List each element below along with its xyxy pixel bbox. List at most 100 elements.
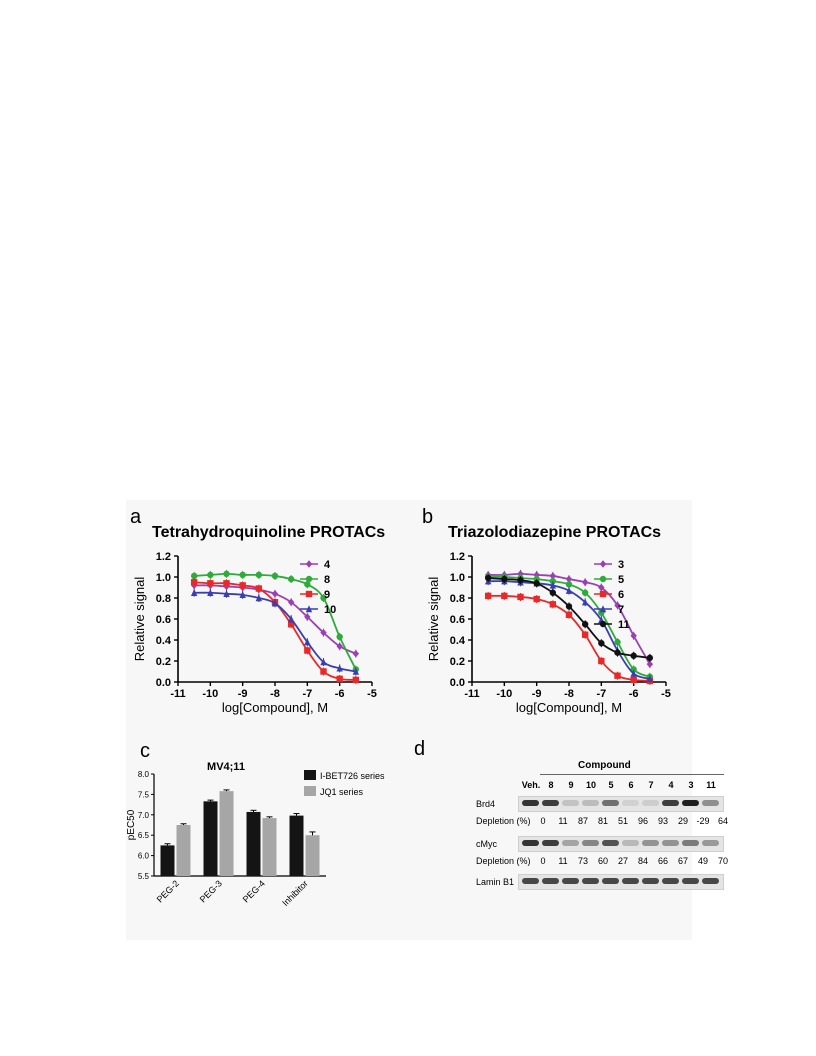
series-9-point [336,675,343,683]
depletion-value: 70 [717,856,728,866]
series-6-point [533,595,540,603]
series-11-point [646,654,654,662]
x-tick-label: -9 [238,688,248,700]
x-tick-label: -8 [270,688,280,700]
y-tick-label: 0.0 [156,677,171,689]
y-tick-label: 7.5 [138,790,150,799]
y-axis-label: Relative signal [426,577,441,662]
y-tick-label: 6.0 [138,852,150,861]
y-tick-label: 1.0 [450,572,465,584]
y-tick-label: 5.5 [138,872,150,881]
depletion-label: Depletion (%) [476,856,531,866]
depletion-value: 29 [677,816,688,826]
series-7-point [581,598,589,606]
series-5-point [614,638,621,646]
y-tick-label: 6.5 [138,831,150,840]
lane-label: Veh. [521,780,541,790]
series-3-point [614,601,621,610]
series-11-point [565,603,573,610]
compound-header: Compound [578,760,631,771]
y-tick-label: 0.4 [450,635,466,647]
depletion-value: 51 [617,816,628,826]
blot-band [622,878,639,884]
y-tick-label: 1.0 [156,572,171,584]
series-8-point [287,575,295,583]
row-label-lamin-b1: Lamin B1 [476,877,515,887]
y-tick-label: 0.8 [156,593,171,605]
blot-band [702,878,719,884]
row-label-cmyc: cMyc [476,839,497,849]
series-5-point [565,581,573,588]
depletion-value: 64 [717,816,728,826]
legend-4-marker [305,560,313,568]
lane-label: 5 [608,780,614,790]
blot-band [662,878,679,884]
legend-9-label: 9 [324,589,330,601]
series-9-point [287,621,295,628]
depletion-value: 96 [637,816,648,826]
row-label-brd4: Brd4 [476,799,496,809]
depletion-value: 66 [657,856,668,866]
blot-band [522,800,539,806]
blot-band [582,800,599,806]
y-tick-label: 0.0 [450,677,465,689]
series-10-point [320,658,327,666]
series-7-point [646,675,654,683]
series-9-point [304,647,311,654]
x-tick-label: -11 [170,688,185,700]
legend-3-marker [599,560,607,568]
lane-label: 10 [585,780,596,790]
series-10-point [190,589,198,596]
chart-c-title: MV4;11 [207,761,245,773]
x-axis-label: log[Compound], M [222,700,328,715]
blot-band [562,800,579,806]
depletion-value: 93 [657,816,668,826]
blot-band [622,840,639,846]
blot-band [662,840,679,846]
series-3-point [581,578,589,586]
y-tick-label: 0.6 [450,614,465,626]
blot-band [602,878,619,884]
series-8-point [207,571,214,579]
blot-band [522,878,539,884]
blot-band [522,840,539,846]
depletion-value: 11 [558,816,568,826]
series-8-curve [194,572,357,670]
series-11-point [598,639,605,647]
legend-3-label: 3 [618,559,624,571]
blot-band [562,840,579,846]
x-tick-label: -10 [496,688,512,700]
series-6-point [565,611,573,618]
series-6-point [598,657,605,665]
series-6-point [581,631,589,638]
depletion-value: 67 [677,856,688,866]
blot-band [582,878,599,884]
chart-a-title: Tetrahydroquinoline PROTACs [152,524,386,541]
series-10-point [352,667,360,675]
series-5-point [549,578,557,585]
series-11-point [517,576,524,584]
dose-response-chart-a: 0.0 0.2 0.4 0.6 0.8 1.0 1.2 -11 -10 -9 -8 -7 -6 -5 log… [132,551,377,715]
category-label: PEG-2 [155,878,181,904]
bar-PEG-2-1 [176,825,191,876]
blot-band [682,878,699,884]
series-11-point [533,580,540,587]
y-tick-label: 7.0 [138,811,150,820]
category-label: PEG-4 [241,878,267,904]
y-tick-label: 0.2 [156,656,171,668]
depletion-value: 49 [697,856,708,866]
series-9-point [190,579,198,586]
blot-band [702,840,719,846]
legend-6-marker [599,590,607,598]
series-11-point [549,589,557,596]
depletion-value: 0 [540,856,546,866]
series-6-point [614,672,621,679]
blot-band [542,800,559,806]
lane-label: 11 [706,780,716,790]
series-9-point [320,668,327,675]
lane-label: 9 [568,780,574,790]
blot-band [542,878,559,884]
series-3-point [565,575,573,583]
bar-PEG-3-0 [203,801,218,876]
series-10-point [304,638,311,646]
